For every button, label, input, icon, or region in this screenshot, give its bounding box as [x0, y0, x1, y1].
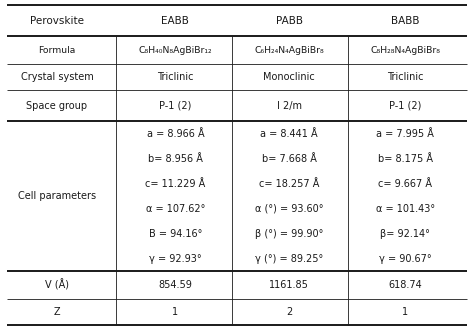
Text: a = 7.995 Å: a = 7.995 Å	[376, 129, 434, 139]
Text: β= 92.14°: β= 92.14°	[380, 229, 430, 239]
Text: α (°) = 93.60°: α (°) = 93.60°	[255, 204, 323, 214]
Text: Formula: Formula	[38, 46, 75, 54]
Text: Monoclinic: Monoclinic	[263, 72, 315, 82]
Text: α = 107.62°: α = 107.62°	[146, 204, 205, 214]
Text: 2: 2	[286, 307, 292, 317]
Text: b= 7.668 Å: b= 7.668 Å	[262, 154, 317, 164]
Text: Z: Z	[54, 307, 60, 317]
Text: BABB: BABB	[391, 16, 419, 25]
Text: I 2/m: I 2/m	[277, 101, 301, 111]
Text: β (°) = 99.90°: β (°) = 99.90°	[255, 229, 323, 239]
Text: a = 8.966 Å: a = 8.966 Å	[146, 129, 204, 139]
Text: Cell parameters: Cell parameters	[18, 191, 96, 201]
Text: Triclinic: Triclinic	[387, 72, 424, 82]
Text: b= 8.956 Å: b= 8.956 Å	[148, 154, 203, 164]
Text: C₈H₂₈N₄AgBiBr₈: C₈H₂₈N₄AgBiBr₈	[370, 46, 440, 54]
Text: C₆H₂₄N₄AgBiBr₈: C₆H₂₄N₄AgBiBr₈	[254, 46, 324, 54]
Text: γ = 90.67°: γ = 90.67°	[379, 254, 432, 264]
Text: c= 9.667 Å: c= 9.667 Å	[378, 179, 432, 189]
Text: 854.59: 854.59	[158, 280, 192, 290]
Text: P-1 (2): P-1 (2)	[389, 101, 421, 111]
Text: Space group: Space group	[27, 101, 87, 111]
Text: α = 101.43°: α = 101.43°	[376, 204, 435, 214]
Text: EABB: EABB	[162, 16, 189, 25]
Text: PABB: PABB	[276, 16, 302, 25]
Text: c= 11.229 Å: c= 11.229 Å	[145, 179, 206, 189]
Text: C₈H₄₀N₈AgBiBr₁₂: C₈H₄₀N₈AgBiBr₁₂	[138, 46, 212, 54]
Text: 1: 1	[402, 307, 408, 317]
Text: γ = 92.93°: γ = 92.93°	[149, 254, 202, 264]
Text: Triclinic: Triclinic	[157, 72, 194, 82]
Text: V (Å): V (Å)	[45, 280, 69, 291]
Text: 1: 1	[173, 307, 178, 317]
Text: γ (°) = 89.25°: γ (°) = 89.25°	[255, 254, 323, 264]
Text: 1161.85: 1161.85	[269, 280, 309, 290]
Text: a = 8.441 Å: a = 8.441 Å	[260, 129, 318, 139]
Text: b= 8.175 Å: b= 8.175 Å	[378, 154, 433, 164]
Text: Crystal system: Crystal system	[20, 72, 93, 82]
Text: 618.74: 618.74	[388, 280, 422, 290]
Text: c= 18.257 Å: c= 18.257 Å	[259, 179, 319, 189]
Text: B = 94.16°: B = 94.16°	[149, 229, 202, 239]
Text: Perovskite: Perovskite	[30, 16, 84, 25]
Text: P-1 (2): P-1 (2)	[159, 101, 191, 111]
